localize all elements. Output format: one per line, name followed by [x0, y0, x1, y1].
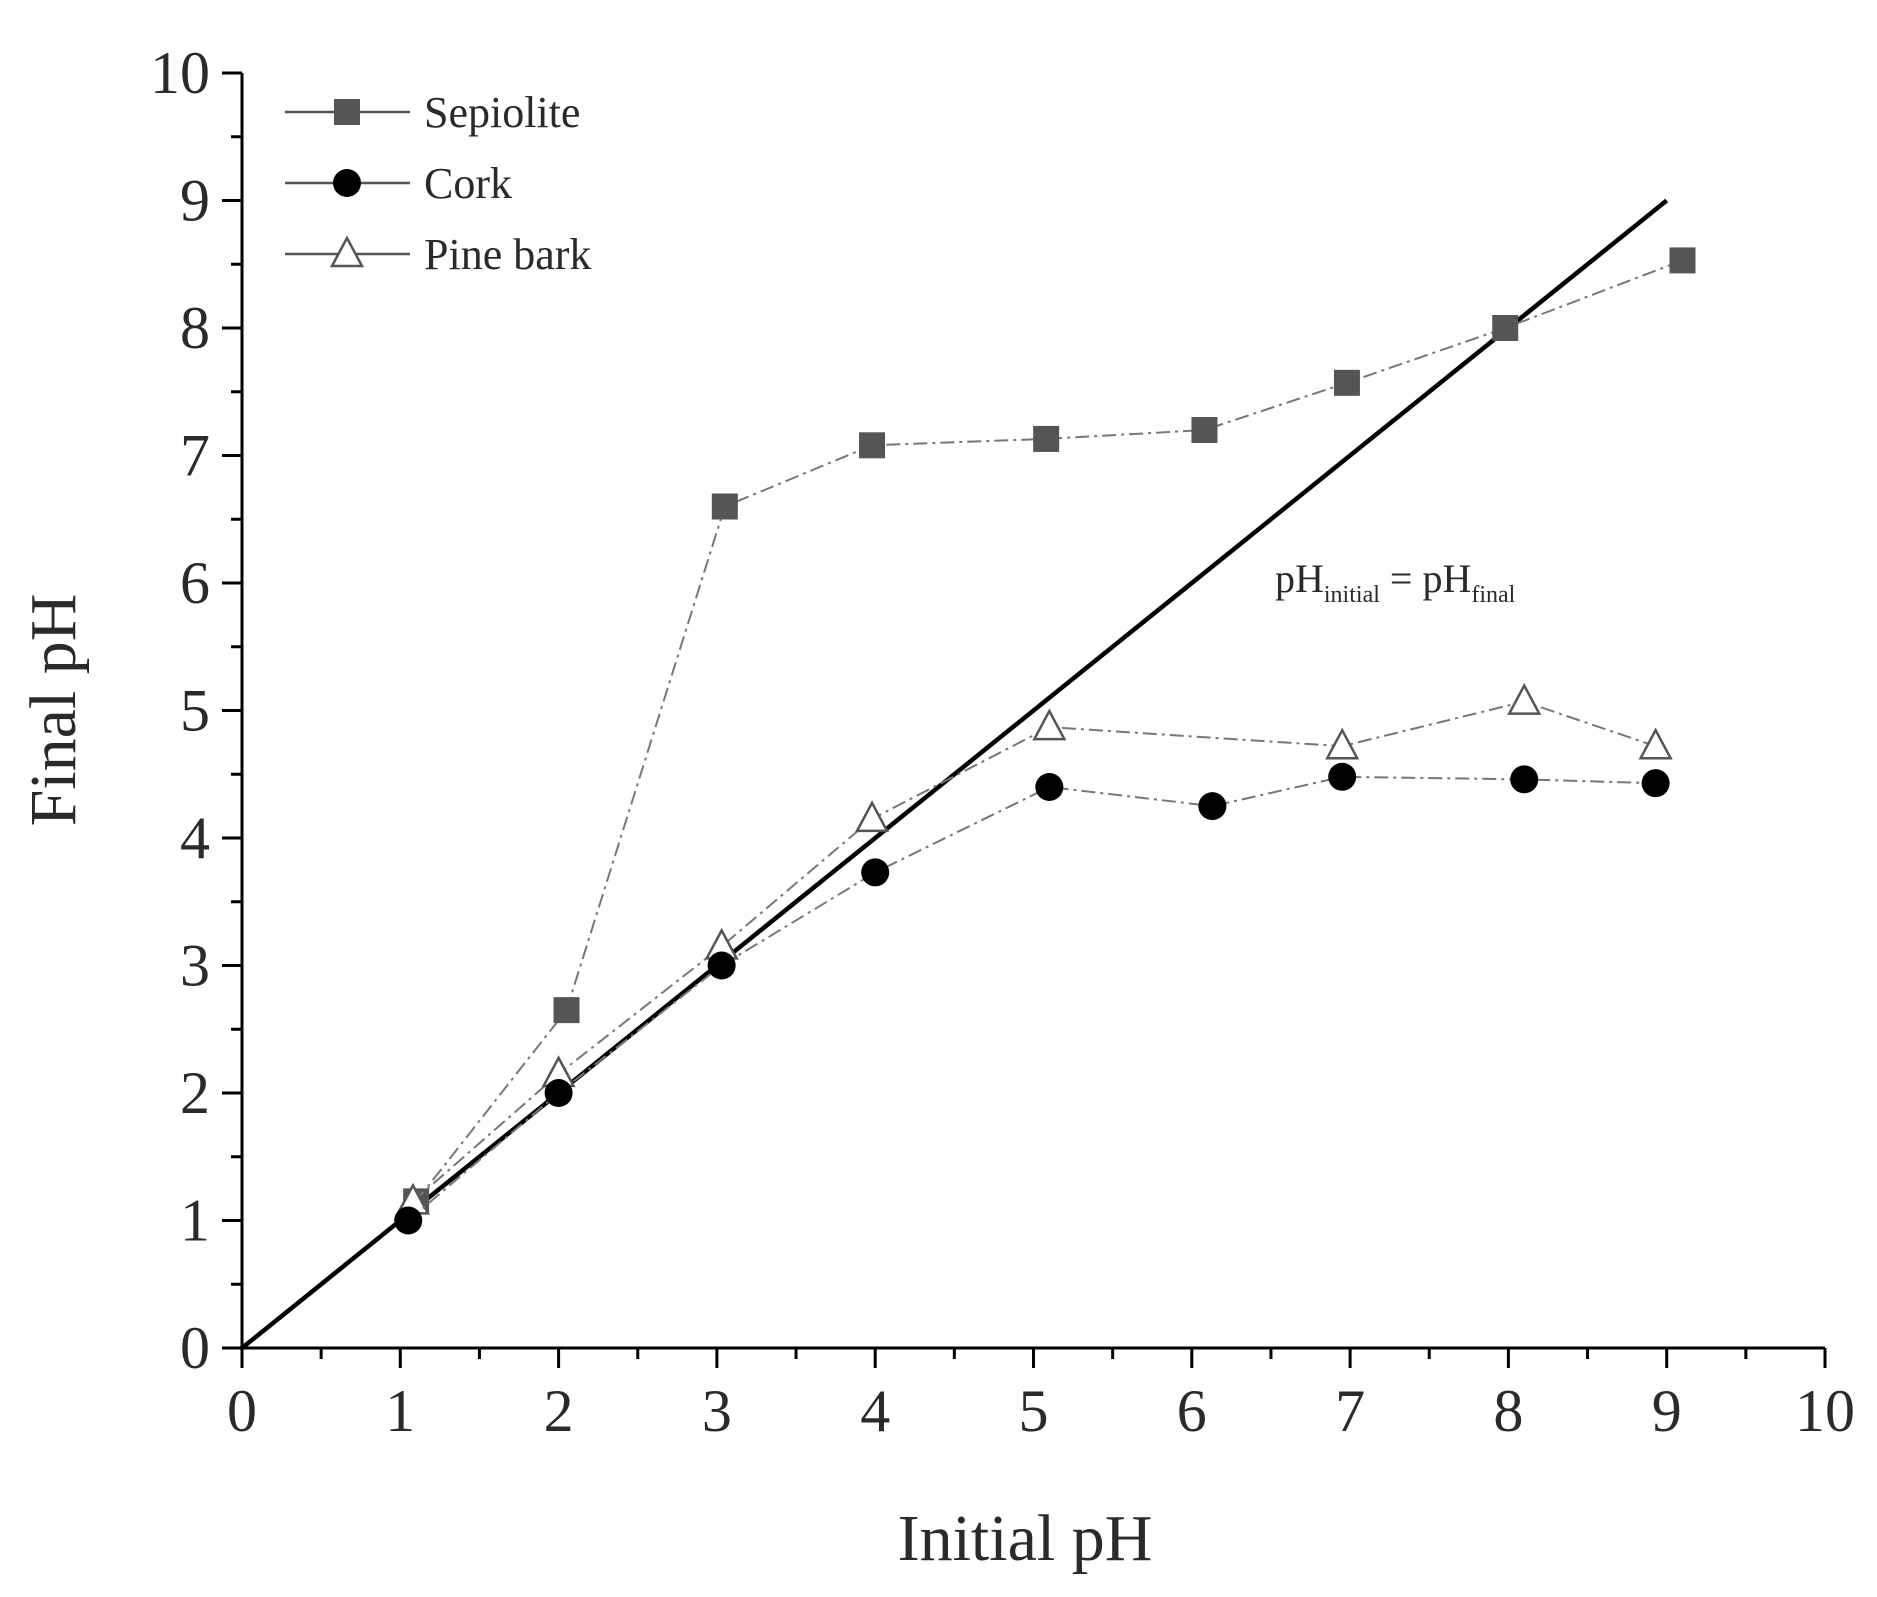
legend-marker-cork [333, 169, 361, 197]
data-point-sepiolite [1492, 315, 1519, 341]
x-tick-label: 2 [544, 1378, 574, 1444]
x-tick-label: 0 [227, 1378, 257, 1444]
data-point-pine-bark [1507, 682, 1542, 715]
y-tick-label: 0 [180, 1315, 210, 1381]
y-tick-label: 4 [180, 805, 210, 871]
data-point-cork [1328, 762, 1357, 791]
data-point-cork [394, 1206, 423, 1235]
x-tick-label: 8 [1493, 1378, 1523, 1444]
data-point-sepiolite [1033, 425, 1060, 452]
legend-label-sepiolite: Sepiolite [424, 88, 580, 137]
legend: Sepiolite Cork Pine bark [285, 88, 591, 279]
legend-item-pine-bark: Pine bark [285, 230, 591, 279]
reference-label-sub-final: final [1471, 582, 1515, 608]
y-tick-label: 6 [180, 550, 210, 616]
data-point-cork [1510, 765, 1539, 794]
y-tick-label: 2 [180, 1060, 210, 1126]
x-tick-label: 7 [1335, 1378, 1365, 1444]
y-tick-label: 10 [150, 40, 210, 106]
data-point-cork [1198, 792, 1227, 821]
x-tick-label: 1 [385, 1378, 415, 1444]
y-tick-label: 5 [180, 678, 210, 744]
x-tick-label: 4 [860, 1378, 890, 1444]
data-point-pine-bark [1325, 727, 1360, 760]
x-axis-title: Initial pH [898, 1502, 1153, 1575]
data-point-pine-bark [1032, 708, 1067, 741]
data-point-sepiolite [1669, 247, 1696, 274]
data-point-pine-bark [854, 800, 890, 833]
series-sepiolite [403, 247, 1696, 1215]
data-point-pine-bark [1638, 727, 1673, 760]
reference-label-sub-initial: initial [1324, 582, 1380, 608]
data-point-sepiolite [859, 432, 886, 459]
series-line-cork [407, 775, 1656, 1222]
legend-marker-sepiolite [334, 99, 360, 125]
series-pine-bark [395, 682, 1673, 1215]
data-point-cork [1641, 769, 1670, 798]
y-tick-label: 7 [180, 423, 210, 489]
x-tick-label: 5 [1019, 1378, 1049, 1444]
y-tick-label: 1 [180, 1188, 210, 1254]
axes: 0 1 2 3 4 5 6 7 8 9 10 0 1 2 3 4 5 6 7 8 9 10 [150, 40, 1855, 1444]
legend-label-cork: Cork [424, 159, 512, 208]
series-group [394, 247, 1696, 1235]
x-tick-label: 3 [702, 1378, 732, 1444]
y-tick-label: 9 [180, 168, 210, 234]
reference-label-main: pH [1275, 556, 1324, 601]
y-axis-title: Final pH [17, 594, 90, 827]
data-point-sepiolite [1191, 417, 1218, 443]
y-tick-label: 8 [180, 295, 210, 361]
x-tick-label: 9 [1652, 1378, 1682, 1444]
legend-marker-pine-bark [329, 235, 365, 268]
series-line-sepiolite [415, 259, 1683, 1203]
data-point-sepiolite [553, 997, 580, 1024]
data-point-sepiolite [1333, 369, 1360, 396]
y-tick-label: 3 [180, 933, 210, 999]
legend-item-cork: Cork [285, 159, 512, 208]
data-point-cork [861, 858, 890, 887]
legend-label-pine-bark: Pine bark [424, 230, 591, 279]
data-point-cork [1035, 773, 1064, 801]
x-tick-label: 10 [1795, 1378, 1855, 1444]
series-cork [394, 762, 1670, 1235]
reference-line-label: pHinitial = pHfinal [1275, 556, 1516, 608]
legend-item-sepiolite: Sepiolite [285, 88, 580, 137]
data-point-sepiolite [711, 493, 738, 520]
data-point-cork [544, 1079, 573, 1107]
data-point-cork [707, 951, 736, 980]
reference-label-equals: = pH [1380, 556, 1471, 601]
reference-line-group [240, 198, 1669, 1350]
x-tick-label: 6 [1177, 1378, 1207, 1444]
series-line-pine-bark [412, 700, 1656, 1203]
reference-line [240, 198, 1669, 1350]
